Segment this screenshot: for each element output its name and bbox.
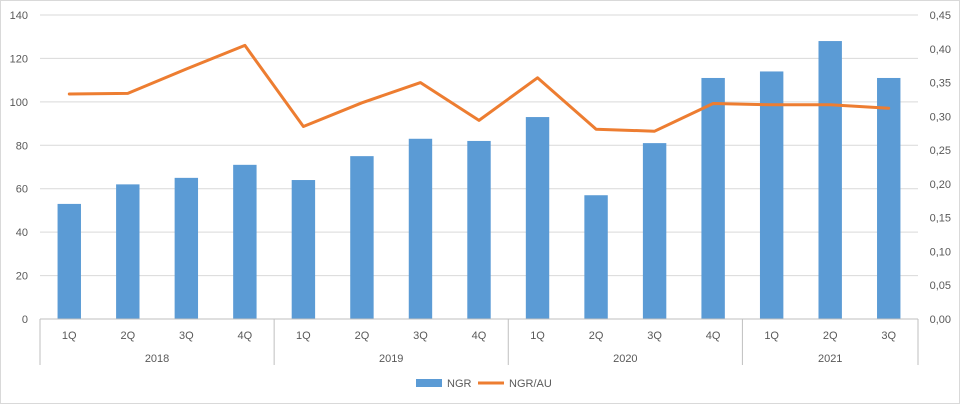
x-tick-label: 3Q [647,330,662,342]
y-left-tick-label: 80 [16,140,28,152]
y-left-tick-label: 140 [10,10,28,22]
ngr-bar [291,180,316,319]
y-left-tick-label: 60 [16,184,28,196]
y-left-tick-label: 40 [16,227,28,239]
legend: NGR NGR/AU [416,378,552,390]
x-group-label: 2018 [145,353,169,365]
x-tick-label: 4Q [706,330,721,342]
x-tick-label: 1Q [62,330,77,342]
y-right-tick-label: 0,15 [930,213,951,225]
x-tick-label: 1Q [296,330,311,342]
y-left-tick-label: 120 [10,53,28,65]
ngr-au-line [67,43,891,133]
x-tick-label: 3Q [413,330,428,342]
axes: 0 20 40 60 80 100 120 140 0,00 0,05 0,10 0,15 0,20 0,… [10,10,951,365]
x-tick-label: 1Q [530,330,545,342]
ngr-bar [467,140,491,319]
ngr-bars [57,41,901,320]
y-left-tick-label: 0 [22,314,28,326]
ngr-bar [877,77,901,319]
y-right-tick-label: 0,10 [930,246,951,258]
x-tick-label: 4Q [472,330,487,342]
ngr-bar [233,164,257,319]
y-right-tick-label: 0,20 [930,179,951,191]
ngr-bar [584,195,608,319]
x-tick-label: 3Q [179,330,194,342]
legend-label-ngr: NGR [447,378,472,390]
y-right-tick-label: 0,00 [930,314,951,326]
legend-label-ngr-au: NGR/AU [509,378,552,390]
x-tick-label: 2Q [355,330,370,342]
x-tick-label: 4Q [238,330,253,342]
y-right-tick-label: 0,45 [930,10,951,22]
y-right-tick-label: 0,40 [930,44,951,56]
y-right-tick-label: 0,25 [930,145,951,157]
x-tick-label: 1Q [764,330,779,342]
y-right-tick-label: 0,35 [930,78,951,90]
ngr-bar [116,184,140,319]
x-group-label: 2019 [379,353,403,365]
ngr-bar [350,156,374,319]
x-tick-label: 3Q [881,330,896,342]
x-group-label: 2021 [818,353,842,365]
ngr-bar [701,77,725,319]
legend-swatch-ngr [416,379,442,387]
x-tick-label: 2Q [823,330,838,342]
ngr-au-series-line [67,43,891,133]
ngr-bar [57,203,81,319]
x-group-label: 2020 [613,353,637,365]
ngr-bar [818,41,842,320]
x-tick-label: 2Q [589,330,604,342]
y-left-tick-label: 100 [10,97,28,109]
y-left-tick-label: 20 [16,271,28,283]
ngr-bar [525,117,550,319]
ngr-bar [642,143,667,319]
ngr-bar [174,177,199,319]
x-tick-label: 2Q [120,330,135,342]
y-right-tick-label: 0,30 [930,111,951,123]
ngr-bar [759,71,784,319]
ngr-bar [408,138,433,319]
y-right-tick-label: 0,05 [930,280,951,292]
